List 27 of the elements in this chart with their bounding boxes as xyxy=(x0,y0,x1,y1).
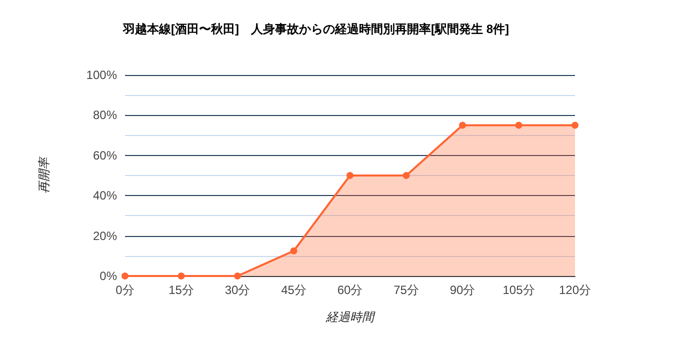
y-tick-label: 100% xyxy=(86,68,118,82)
y-axis-title: 再開率 xyxy=(37,156,51,194)
point xyxy=(234,272,241,280)
x-tick-label: 120分 xyxy=(558,283,592,297)
point xyxy=(459,122,466,129)
point xyxy=(572,122,578,129)
point xyxy=(178,272,185,280)
y-tick-label: 0% xyxy=(100,269,118,283)
y-tick-label: 80% xyxy=(92,108,118,122)
chart-title: 羽越本線[酒田〜秋田] 人身事故からの経過時間別再開率[駅間発生 8件] xyxy=(122,22,509,36)
point xyxy=(515,122,522,129)
point xyxy=(402,172,410,179)
x-tick-label: 0分 xyxy=(116,283,134,297)
x-tick-label: 30分 xyxy=(224,283,250,297)
x-tick-label: 15分 xyxy=(168,283,194,297)
x-axis-title: 経過時間 xyxy=(325,310,376,324)
point xyxy=(346,172,354,179)
x-tick-label: 75分 xyxy=(394,283,419,297)
x-tick-label: 105分 xyxy=(502,283,535,297)
y-tick-label: 20% xyxy=(92,228,118,243)
x-tick-label: 90分 xyxy=(450,283,476,297)
x-tick-label: 60分 xyxy=(337,283,363,297)
y-tick-label: 40% xyxy=(92,188,118,203)
point xyxy=(122,272,128,280)
y-tick-label: 60% xyxy=(92,148,118,162)
point xyxy=(290,247,298,254)
x-tick-label: 45分 xyxy=(281,283,306,297)
